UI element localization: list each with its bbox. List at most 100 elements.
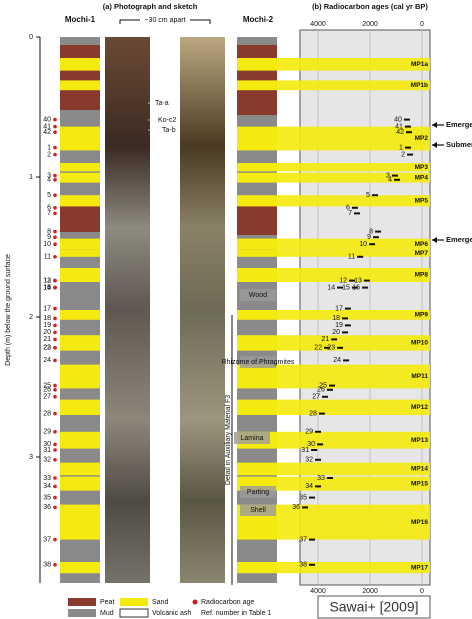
- zone-label: MP17: [411, 564, 428, 571]
- sketch-note: Parting: [247, 489, 269, 496]
- age-point: [342, 331, 348, 333]
- sample-dot: [53, 146, 57, 150]
- zone-label: MP14: [411, 466, 428, 473]
- legend-label: Volcanic ash: [152, 610, 191, 617]
- sample-dot: [53, 388, 57, 392]
- sand-layer: [237, 127, 277, 151]
- sample-label: 28: [309, 410, 317, 417]
- age-point: [311, 449, 317, 451]
- sample-label: 16: [43, 284, 51, 291]
- sand-layer: [237, 173, 277, 183]
- sand-zone: [277, 173, 430, 183]
- sample-dot: [53, 324, 57, 328]
- sand-layer: [60, 163, 100, 171]
- core-label: Mochi-2: [243, 15, 274, 24]
- sample-dot: [53, 230, 57, 234]
- sample-label: 19: [43, 322, 51, 329]
- sample-label: 29: [305, 429, 313, 436]
- legend-swatch: [68, 598, 96, 606]
- sample-label: 10: [43, 241, 51, 248]
- sand-zone: [277, 335, 430, 350]
- age-point: [404, 119, 410, 121]
- age-point: [405, 147, 411, 149]
- sample-label: 34: [305, 483, 313, 490]
- age-point: [364, 280, 370, 282]
- sketch-note: Rhizome of Phragmites: [222, 359, 295, 366]
- sample-label: 9: [367, 234, 371, 241]
- zone-label: MP3: [415, 164, 429, 171]
- sample-label: 29: [43, 429, 51, 436]
- sand-zone: [277, 80, 430, 90]
- sample-dot: [53, 485, 57, 489]
- peat: [237, 205, 277, 235]
- tephra-label: Ta-b: [162, 127, 176, 134]
- sample-label: 11: [44, 254, 51, 261]
- sand-layer: [60, 250, 100, 257]
- panel-a-title: (a) Photograph and sketch: [103, 2, 198, 11]
- sample-label: 40: [394, 116, 402, 123]
- sample-dot: [53, 338, 57, 342]
- core-sketch: [237, 37, 277, 583]
- age-point: [315, 431, 321, 433]
- peat: [60, 205, 100, 232]
- sample-label: 34: [43, 483, 51, 490]
- sample-dot: [53, 130, 57, 134]
- age-point: [407, 154, 413, 156]
- legend-swatch: [193, 600, 198, 605]
- x-tick-label: 4000: [310, 21, 326, 28]
- sample-label: 37: [299, 536, 307, 543]
- sand-layer: [237, 562, 277, 573]
- sample-label: 36: [292, 504, 300, 511]
- x-tick-label: 4000: [310, 588, 326, 595]
- sand-zone: [277, 195, 430, 206]
- sample-label: 31: [301, 447, 309, 454]
- sample-dot: [53, 178, 57, 182]
- age-point: [302, 506, 308, 508]
- sample-label: 7: [348, 210, 352, 217]
- sample-label: 2: [47, 151, 51, 158]
- sample-label: 35: [43, 494, 51, 501]
- sample-dot: [53, 193, 57, 197]
- zone-label: MP12: [411, 404, 428, 411]
- sample-dot: [53, 206, 57, 210]
- sand-layer: [60, 505, 100, 540]
- zone-label: MP11: [411, 373, 428, 380]
- sample-dot: [53, 235, 57, 239]
- age-point: [319, 413, 325, 415]
- age-point: [309, 564, 315, 566]
- sample-label: 36: [43, 504, 51, 511]
- sample-dot: [53, 458, 57, 462]
- legend-label: Peat: [100, 599, 114, 606]
- sample-dot: [53, 307, 57, 311]
- sample-label: 27: [43, 394, 51, 401]
- sample-dot: [53, 346, 57, 350]
- sample-label: 16: [352, 284, 360, 291]
- sample-label: 21: [43, 336, 51, 343]
- y-tick-label: 0: [29, 34, 33, 41]
- legend-swatch: [120, 609, 148, 617]
- sample-label: 4: [388, 177, 392, 184]
- sample-dot: [53, 118, 57, 122]
- age-point: [345, 308, 351, 310]
- sample-dot: [53, 212, 57, 216]
- sand-layer: [237, 463, 277, 476]
- zone-label: MP4: [415, 174, 429, 181]
- peat: [60, 45, 100, 110]
- sand-layer: [237, 400, 277, 415]
- zone-label: MP8: [415, 272, 429, 279]
- sand-layer: [237, 239, 277, 250]
- x-tick-label: 0: [420, 21, 424, 28]
- core-photo: [180, 37, 225, 583]
- sand-layer: [237, 335, 277, 350]
- sample-dot: [53, 255, 57, 259]
- age-point: [375, 231, 381, 233]
- sand-layer: [60, 562, 100, 573]
- sample-dot: [53, 279, 57, 283]
- sand-zone: [277, 463, 430, 476]
- sand-layer: [60, 400, 100, 415]
- sand-zone: [277, 432, 430, 449]
- sand-layer: [237, 195, 277, 206]
- detail-note: Detail in Auxiliary Material F3: [225, 395, 232, 485]
- figure: (a) Photograph and sketch (b) Radiocarbo…: [0, 0, 472, 619]
- sand-layer: [60, 310, 100, 320]
